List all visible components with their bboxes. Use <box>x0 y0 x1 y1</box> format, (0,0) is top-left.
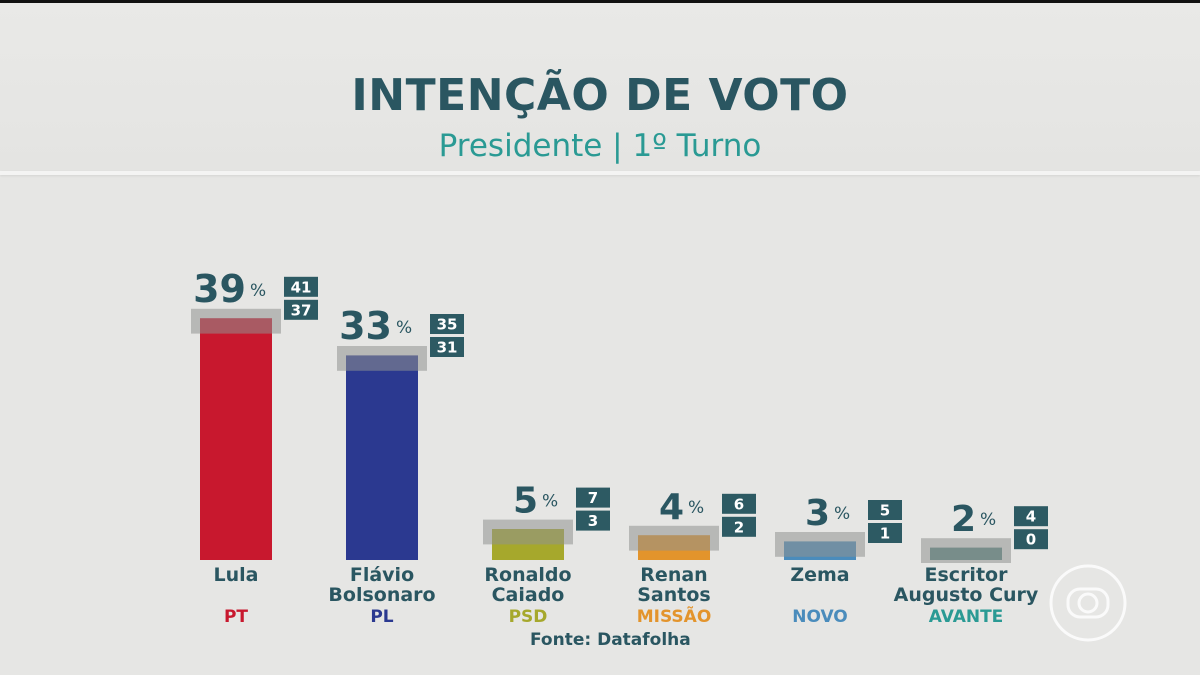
lower-bound-box <box>576 510 610 531</box>
candidate-name: Ronaldo <box>484 564 571 586</box>
upper-bound-box <box>576 487 610 508</box>
value-label: 3 <box>805 493 830 534</box>
lower-bound-box <box>868 523 902 543</box>
margin-band <box>775 532 865 557</box>
lower-bound-label: 0 <box>1026 531 1036 549</box>
header-panel <box>0 3 1200 171</box>
value-label: 5 <box>513 481 538 522</box>
candidate-name: Caiado <box>492 584 565 606</box>
margin-band <box>337 346 427 371</box>
party-label: PT <box>224 607 248 627</box>
value-label: 39 <box>193 267 246 311</box>
candidate-name: Escritor <box>925 564 1009 586</box>
margin-band <box>191 308 281 334</box>
candidate-name: Lula <box>214 564 259 586</box>
upper-bound-box <box>868 500 902 520</box>
percent-sign: % <box>542 492 558 512</box>
margin-band <box>483 519 573 545</box>
candidate-name: Santos <box>637 584 710 606</box>
margin-band <box>629 525 719 551</box>
source-label: Fonte: Datafolha <box>530 630 691 650</box>
lower-bound-box <box>1014 529 1048 550</box>
party-label: MISSÃO <box>637 604 712 627</box>
lower-bound-label: 1 <box>880 525 890 543</box>
top-border <box>0 0 1200 3</box>
upper-bound-label: 35 <box>437 316 458 334</box>
party-label: NOVO <box>792 607 848 627</box>
bar <box>200 318 272 560</box>
percent-sign: % <box>250 281 266 301</box>
upper-bound-label: 6 <box>734 495 744 513</box>
lower-bound-box <box>430 337 464 357</box>
lower-bound-box <box>722 516 756 537</box>
candidate-name: Bolsonaro <box>328 584 435 606</box>
lower-bound-label: 37 <box>291 301 312 319</box>
upper-bound-box <box>284 276 318 297</box>
percent-sign: % <box>688 498 704 518</box>
upper-bound-box <box>430 314 464 334</box>
candidate-name: Flávio <box>350 564 414 586</box>
value-label: 33 <box>339 304 392 348</box>
party-label: PL <box>370 607 393 627</box>
candidate-name: Renan <box>640 564 707 586</box>
candidate-name: Augusto Cury <box>894 584 1039 606</box>
bar <box>346 355 418 560</box>
candidate-name: Zema <box>790 564 849 586</box>
party-label: AVANTE <box>929 607 1004 627</box>
header-divider <box>0 171 1200 175</box>
upper-bound-box <box>722 493 756 514</box>
upper-bound-box <box>1014 506 1048 527</box>
upper-bound-label: 7 <box>588 489 598 507</box>
value-label: 4 <box>659 487 684 528</box>
chart-title: INTENÇÃO DE VOTO <box>351 70 849 121</box>
upper-bound-label: 4 <box>1026 508 1036 526</box>
percent-sign: % <box>834 504 850 524</box>
lower-bound-label: 2 <box>734 518 744 536</box>
percent-sign: % <box>396 318 412 338</box>
lower-bound-label: 3 <box>588 512 598 530</box>
globo-logo-icon <box>1049 564 1127 642</box>
percent-sign: % <box>980 510 996 530</box>
lower-bound-label: 31 <box>437 339 458 357</box>
value-label: 2 <box>951 499 976 540</box>
lower-bound-box <box>284 299 318 320</box>
upper-bound-label: 5 <box>880 502 890 520</box>
upper-bound-label: 41 <box>291 278 312 296</box>
chart-subtitle: Presidente | 1º Turno <box>438 128 762 164</box>
party-label: PSD <box>509 607 548 627</box>
margin-band <box>921 538 1011 563</box>
